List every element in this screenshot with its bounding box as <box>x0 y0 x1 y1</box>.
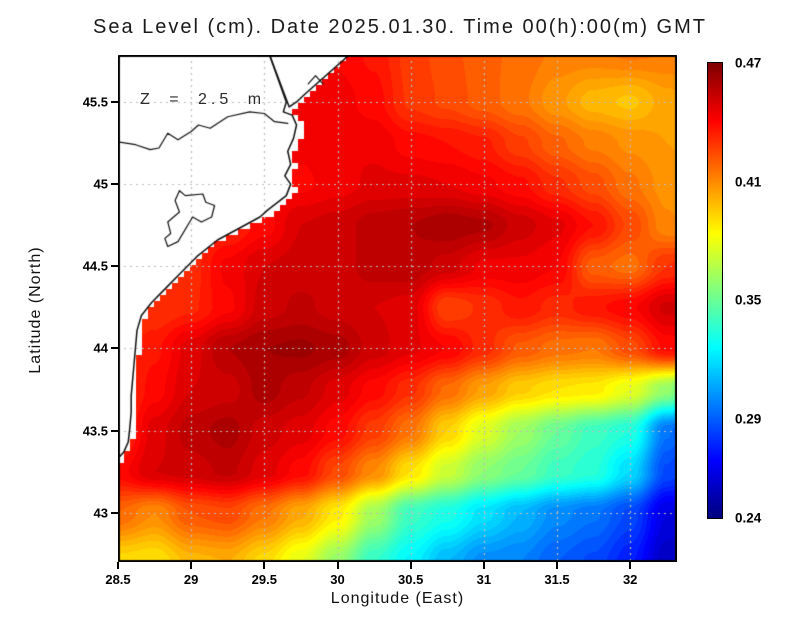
y-tick-mark <box>111 429 118 432</box>
x-tick-mark <box>556 562 558 569</box>
depth-annotation: Z = 2.5 m <box>140 91 266 108</box>
heatmap-canvas <box>118 55 677 562</box>
x-tick-mark <box>336 562 339 569</box>
x-tick-label: 28.5 <box>105 572 131 587</box>
y-tick-mark <box>111 347 118 350</box>
colorbar-tick-label: 0.41 <box>735 174 762 190</box>
y-tick-mark <box>111 511 118 514</box>
y-tick-label: 45.5 <box>82 94 108 110</box>
x-tick-mark <box>263 562 266 569</box>
y-axis-label: Latitude (North) <box>27 246 44 374</box>
x-tick-label: 29.5 <box>251 572 277 587</box>
colorbar <box>707 62 723 519</box>
x-tick-mark <box>190 562 193 569</box>
colorbar-tick-label: 0.29 <box>735 411 762 427</box>
x-tick-label: 31 <box>476 572 492 587</box>
y-tick-label: 44.5 <box>82 258 108 274</box>
x-tick-label: 32 <box>622 572 638 587</box>
colorbar-tick-label: 0.47 <box>735 55 762 71</box>
x-tick-label: 29 <box>183 572 199 587</box>
x-tick-mark <box>117 562 119 569</box>
x-tick-mark <box>409 562 412 569</box>
x-axis-label: Longitude (East) <box>330 590 465 607</box>
x-tick-label: 31.5 <box>544 572 570 587</box>
colorbar-tick-label: 0.24 <box>735 510 762 526</box>
y-tick-mark <box>111 100 118 103</box>
x-tick-label: 30 <box>330 572 345 587</box>
y-tick-mark <box>111 265 118 268</box>
colorbar-tick-label: 0.35 <box>735 292 762 308</box>
y-tick-label: 44 <box>93 340 108 356</box>
plot-title: Sea Level (cm). Date 2025.01.30. Time 00… <box>93 16 707 38</box>
x-tick-mark <box>482 562 485 569</box>
y-tick-mark <box>111 183 118 186</box>
y-tick-label: 45 <box>93 176 108 192</box>
y-tick-label: 43.5 <box>82 423 108 439</box>
x-tick-label: 30.5 <box>398 572 424 587</box>
y-tick-label: 43 <box>93 505 108 521</box>
x-tick-mark <box>629 562 632 569</box>
